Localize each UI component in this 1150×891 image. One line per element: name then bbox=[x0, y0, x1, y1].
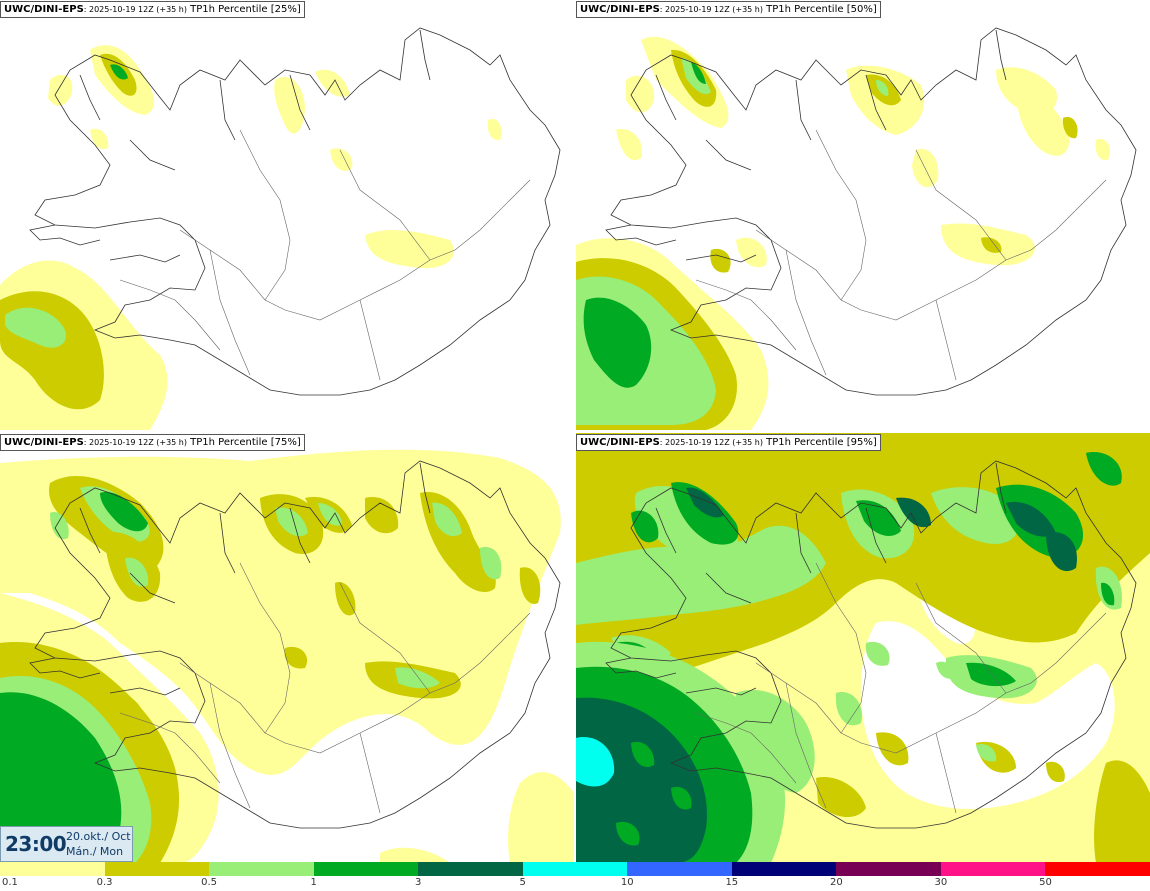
coastline bbox=[605, 27, 1137, 396]
legend-label: 20 bbox=[829, 877, 843, 888]
legend-swatch bbox=[627, 862, 732, 876]
panel-title: UWC/DINI-EPS: 2025-10-19 12Z (+35 h) TP1… bbox=[576, 1, 881, 18]
map-panel-p25: UWC/DINI-EPS: 2025-10-19 12Z (+35 h) TP1… bbox=[0, 0, 574, 430]
legend-label: 30 bbox=[934, 877, 948, 888]
region-borders bbox=[119, 562, 531, 814]
legend-swatch bbox=[1045, 862, 1150, 876]
legend-swatch bbox=[209, 862, 314, 876]
legend-swatch bbox=[104, 862, 210, 876]
precip-field bbox=[576, 433, 1150, 863]
region-borders bbox=[695, 562, 1107, 814]
legend-labels: 0.1 0.3 0.5 1 3 5 10 15 20 30 50 bbox=[0, 877, 1150, 891]
valid-date: 20.okt./ Oct bbox=[66, 830, 131, 843]
legend-label: 10 bbox=[620, 877, 634, 888]
legend-swatch bbox=[731, 862, 837, 876]
coastline bbox=[605, 460, 1137, 829]
precip-field bbox=[0, 449, 574, 863]
precip-map bbox=[576, 27, 1137, 430]
legend-label: 3 bbox=[414, 877, 422, 888]
precip-map bbox=[0, 27, 561, 430]
legend-label: 0.3 bbox=[96, 877, 113, 888]
panel-divider-horizontal bbox=[0, 430, 1150, 433]
legend-label: 5 bbox=[519, 877, 526, 888]
legend-swatch bbox=[836, 862, 941, 876]
coastline bbox=[29, 460, 561, 829]
legend-colorbar bbox=[0, 862, 1150, 876]
precip-map bbox=[0, 449, 574, 863]
coastline bbox=[29, 27, 561, 396]
legend-label: 0.5 bbox=[201, 877, 218, 888]
legend-label: 1 bbox=[310, 877, 317, 888]
map-panel-p75: UWC/DINI-EPS: 2025-10-19 12Z (+35 h) TP1… bbox=[0, 433, 574, 863]
legend-label: 15 bbox=[725, 877, 739, 888]
legend-swatch bbox=[313, 862, 419, 876]
legend-label: 0.1 bbox=[2, 877, 18, 888]
valid-time: 23:00 bbox=[5, 832, 67, 856]
valid-weekday: Mán./ Mon bbox=[66, 845, 124, 858]
panel-title: UWC/DINI-EPS: 2025-10-19 12Z (+35 h) TP1… bbox=[0, 434, 305, 451]
precip-field bbox=[576, 36, 1111, 430]
panel-title: UWC/DINI-EPS: 2025-10-19 12Z (+35 h) TP1… bbox=[0, 1, 305, 18]
color-legend: 0.1 0.3 0.5 1 3 5 10 15 20 30 50 bbox=[0, 862, 1150, 891]
precip-field bbox=[0, 45, 502, 430]
map-panel-p50: UWC/DINI-EPS: 2025-10-19 12Z (+35 h) TP1… bbox=[576, 0, 1150, 430]
legend-swatch bbox=[418, 862, 523, 876]
legend-swatch bbox=[0, 862, 105, 876]
legend-swatch bbox=[522, 862, 628, 876]
map-panel-p95: UWC/DINI-EPS: 2025-10-19 12Z (+35 h) TP1… bbox=[576, 433, 1150, 863]
region-borders bbox=[695, 129, 1107, 381]
legend-swatch bbox=[940, 862, 1046, 876]
region-borders bbox=[119, 129, 531, 381]
precip-map bbox=[576, 433, 1150, 863]
panel-title: UWC/DINI-EPS: 2025-10-19 12Z (+35 h) TP1… bbox=[576, 434, 881, 451]
valid-time-box: 23:00 20.okt./ Oct Mán./ Mon bbox=[0, 826, 133, 862]
legend-label: 50 bbox=[1039, 877, 1052, 888]
